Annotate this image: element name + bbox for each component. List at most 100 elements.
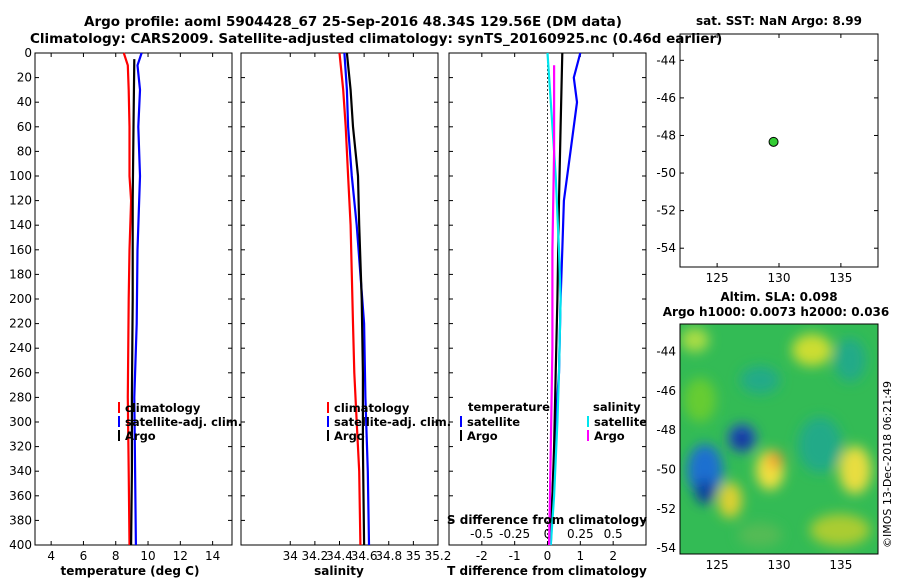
x-tick-label: 2 [609, 549, 617, 563]
x-tick-label: 10 [140, 549, 155, 563]
x-tick-label: 12 [173, 549, 188, 563]
y-tick-label: 40 [17, 95, 32, 109]
sla-y-tick-label: -54 [656, 541, 676, 555]
temperature-xlabel: temperature (deg C) [61, 564, 200, 578]
sla-map-subtitle: Argo h1000: 0.0073 h2000: 0.036 [663, 305, 890, 319]
series-line-salinity-satellite [546, 52, 562, 546]
s-diff-tick-label: -0.5 [470, 527, 493, 541]
sst-x-tick-label: 130 [768, 271, 791, 285]
series-line-climatology [338, 52, 362, 546]
difference-legend: temperature satellite Argo salinity sate… [460, 400, 647, 443]
y-tick-label: 60 [17, 120, 32, 134]
series-line-satellite-adj-clim- [133, 52, 143, 546]
series-line-salinity-argo [548, 65, 556, 546]
legend-label-argo: Argo [125, 429, 156, 443]
legend-label-s-satellite: satellite [594, 415, 647, 429]
y-tick-label: 300 [9, 415, 32, 429]
legend-label-s-argo: Argo [594, 429, 625, 443]
sla-map-frame [679, 323, 879, 555]
sla-y-tick-label: -50 [656, 462, 676, 476]
y-tick-label: 240 [9, 341, 32, 355]
sla-map-title: Altim. SLA: 0.098 [720, 290, 837, 304]
sst-y-tick-label: -54 [656, 241, 676, 255]
y-tick-label: 20 [17, 71, 32, 85]
difference-xlabel: T difference from climatology [447, 564, 647, 578]
sla-x-tick-label: 125 [706, 558, 729, 572]
s-difference-label: S difference from climatology [447, 513, 647, 527]
x-tick-label: 34.6 [351, 549, 378, 563]
temperature-legend: climatology satellite-adj. clim. Argo [118, 401, 242, 443]
y-tick-label: 260 [9, 366, 32, 380]
x-tick-label: 8 [112, 549, 120, 563]
x-tick-label: 34.4 [326, 549, 353, 563]
y-tick-label: 380 [9, 513, 32, 527]
x-tick-label: 0 [544, 549, 552, 563]
y-tick-label: 200 [9, 292, 32, 306]
x-tick-label: 34.8 [375, 549, 402, 563]
sst-y-tick-label: -50 [656, 166, 676, 180]
sst-argo-position-marker [768, 136, 779, 147]
y-tick-label: 280 [9, 390, 32, 404]
y-tick-label: 400 [9, 538, 32, 552]
s-diff-tick-label: -0.25 [499, 527, 530, 541]
s-diff-tick-label: 0.25 [567, 527, 594, 541]
y-tick-label: 140 [9, 218, 32, 232]
sla-y-tick-label: -44 [656, 345, 676, 359]
sst-y-tick-label: -48 [656, 128, 676, 142]
figure-title-line1: Argo profile: aoml 5904428_67 25-Sep-201… [84, 14, 622, 30]
y-tick-label: 160 [9, 243, 32, 257]
legend-title-temperature: temperature [468, 400, 550, 414]
x-tick-label: 4 [47, 549, 55, 563]
sla-field [681, 328, 871, 547]
s-diff-tick-label: 0 [544, 527, 552, 541]
x-tick-label: -2 [476, 549, 488, 563]
legend-label-satellite-adj: satellite-adj. clim. [334, 415, 451, 429]
sst-x-tick-label: 125 [706, 271, 729, 285]
legend-label-argo: Argo [334, 429, 365, 443]
x-tick-label: -1 [509, 549, 521, 563]
x-tick-label: 14 [205, 549, 220, 563]
legend-label-climatology: climatology [334, 401, 410, 415]
y-tick-label: 220 [9, 317, 32, 331]
salinity-xlabel: salinity [314, 564, 364, 578]
sla-heatmap [680, 324, 878, 554]
sla-x-tick-label: 130 [768, 558, 791, 572]
series-line-satellite-adj-clim- [343, 52, 371, 546]
x-tick-label: 1 [577, 549, 585, 563]
legend-label-t-argo: Argo [467, 429, 498, 443]
y-tick-label: 180 [9, 267, 32, 281]
legend-label-t-satellite: satellite [467, 415, 520, 429]
sla-y-tick-label: -52 [656, 502, 676, 516]
y-tick-label: 360 [9, 489, 32, 503]
x-tick-label: 35 [406, 549, 421, 563]
sla-x-tick-label: 135 [829, 558, 852, 572]
x-tick-label: 34 [283, 549, 298, 563]
sst-y-tick-label: -52 [656, 204, 676, 218]
sst-y-tick-label: -44 [656, 53, 676, 67]
y-tick-label: 80 [17, 144, 32, 158]
series-line-temperature-argo [549, 52, 564, 546]
figure-title-line2: Climatology: CARS2009. Satellite-adjuste… [30, 31, 722, 47]
sst-y-tick-label: -46 [656, 91, 676, 105]
s-diff-tick-label: 0.5 [604, 527, 623, 541]
legend-title-salinity: salinity [593, 400, 641, 414]
sst-x-tick-label: 135 [829, 271, 852, 285]
y-tick-label: 320 [9, 440, 32, 454]
sla-y-tick-label: -48 [656, 423, 676, 437]
legend-label-climatology: climatology [125, 401, 201, 415]
x-tick-label: 35.2 [425, 549, 452, 563]
y-tick-label: 340 [9, 464, 32, 478]
series-line-climatology [122, 52, 133, 546]
legend-label-satellite-adj: satellite-adj. clim. [125, 415, 242, 429]
sst-map-frame [679, 33, 879, 268]
copyright-stamp: ©IMOS 13-Dec-2018 06:21:49 [881, 381, 894, 548]
x-tick-label: 6 [80, 549, 88, 563]
y-tick-label: 100 [9, 169, 32, 183]
x-tick-label: 34.2 [302, 549, 329, 563]
series-line-argo [345, 52, 366, 546]
series-line-argo [130, 59, 136, 546]
salinity-legend: climatology satellite-adj. clim. Argo [327, 401, 451, 443]
salinity-plot-frame [240, 52, 439, 546]
y-tick-label: 0 [24, 46, 32, 60]
